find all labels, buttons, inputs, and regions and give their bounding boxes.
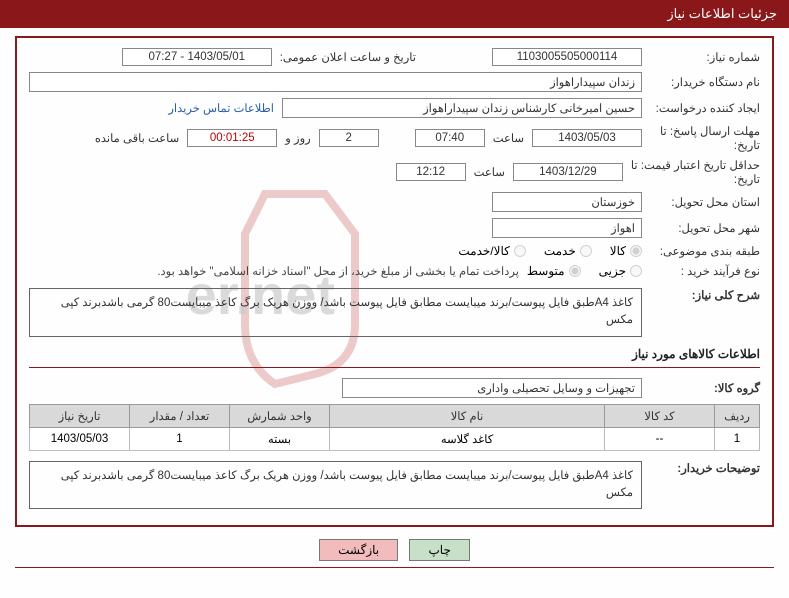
time-label-2: ساعت — [474, 165, 505, 179]
city-value: اهواز — [492, 218, 642, 238]
radio-medium[interactable]: متوسط — [527, 264, 581, 278]
cell-row: 1 — [715, 427, 760, 450]
deadline-date: 1403/05/03 — [532, 129, 642, 147]
cell-unit: بسته — [230, 427, 330, 450]
radio-goods[interactable]: کالا — [610, 244, 642, 258]
payment-note: پرداخت تمام یا بخشی از مبلغ خرید، از محل… — [157, 264, 519, 278]
section-divider — [29, 367, 760, 368]
radio-minor[interactable]: جزیی — [599, 264, 642, 278]
panel-header: جزئیات اطلاعات نیاز — [0, 0, 789, 28]
deadline-time: 07:40 — [415, 129, 485, 147]
button-row: چاپ بازگشت — [0, 539, 789, 561]
validity-date: 1403/12/29 — [513, 163, 623, 181]
cell-code: -- — [605, 427, 715, 450]
need-number-label: شماره نیاز: — [650, 50, 760, 64]
radio-goods-service[interactable]: کالا/خدمت — [458, 244, 525, 258]
need-number-value: 1103005505000114 — [492, 48, 642, 66]
process-type-label: نوع فرآیند خرید : — [650, 264, 760, 278]
summary-label: شرح کلی نیاز: — [650, 288, 760, 302]
announce-datetime-label: تاریخ و ساعت اعلان عمومی: — [280, 50, 416, 64]
buyer-desc-label: توضیحات خریدار: — [650, 461, 760, 475]
footer-divider — [15, 567, 774, 568]
items-section-title: اطلاعات کالاهای مورد نیاز — [29, 347, 760, 361]
buyer-org-label: نام دستگاه خریدار: — [650, 75, 760, 89]
remaining-label: ساعت باقی مانده — [95, 131, 179, 145]
requester-label: ایجاد کننده درخواست: — [650, 101, 760, 115]
time-label-1: ساعت — [493, 131, 524, 145]
requester-value: حسین امیرخانی کارشناس زندان سپیداراهواز — [282, 98, 642, 118]
city-label: شهر محل تحویل: — [650, 221, 760, 235]
goods-group-value: تجهیزات و وسایل تحصیلی واداری — [342, 378, 642, 398]
validity-time: 12:12 — [396, 163, 466, 181]
cell-date: 1403/05/03 — [30, 427, 130, 450]
days-and-label: روز و — [285, 131, 310, 145]
deadline-label: مهلت ارسال پاسخ: تا تاریخ: — [650, 124, 760, 152]
panel-title: جزئیات اطلاعات نیاز — [667, 6, 777, 21]
province-label: استان محل تحویل: — [650, 195, 760, 209]
validity-label: حداقل تاریخ اعتبار قیمت: تا تاریخ: — [631, 158, 760, 186]
cell-name: کاغد گلاسه — [330, 427, 605, 450]
print-button[interactable]: چاپ — [409, 539, 469, 561]
goods-group-label: گروه کالا: — [650, 381, 760, 395]
radio-service[interactable]: خدمت — [544, 244, 592, 258]
countdown-timer: 00:01:25 — [187, 129, 277, 147]
cell-qty: 1 — [130, 427, 230, 450]
buyer-org-value: زندان سپیداراهواز — [29, 72, 642, 92]
summary-box: کاغذ A4طبق فایل پیوست/برند میبایست مطابق… — [29, 288, 642, 337]
main-panel: شماره نیاز: 1103005505000114 تاریخ و ساع… — [15, 36, 774, 527]
province-value: خوزستان — [492, 192, 642, 212]
category-radio-group: کالا خدمت کالا/خدمت — [458, 244, 642, 258]
col-qty: تعداد / مقدار — [130, 404, 230, 427]
items-table: ردیف کد کالا نام کالا واحد شمارش تعداد /… — [29, 404, 760, 451]
table-row: 1--کاغد گلاسهبسته11403/05/03 — [30, 427, 760, 450]
announce-datetime-value: 1403/05/01 - 07:27 — [122, 48, 272, 66]
col-date: تاریخ نیاز — [30, 404, 130, 427]
col-unit: واحد شمارش — [230, 404, 330, 427]
process-radio-group: جزیی متوسط — [527, 264, 642, 278]
table-header-row: ردیف کد کالا نام کالا واحد شمارش تعداد /… — [30, 404, 760, 427]
category-label: طبقه بندی موضوعی: — [650, 244, 760, 258]
col-name: نام کالا — [330, 404, 605, 427]
buyer-contact-link[interactable]: اطلاعات تماس خریدار — [168, 101, 274, 115]
col-row: ردیف — [715, 404, 760, 427]
days-remaining: 2 — [319, 129, 379, 147]
col-code: کد کالا — [605, 404, 715, 427]
back-button[interactable]: بازگشت — [319, 539, 398, 561]
buyer-desc-box: کاغذ A4طبق فایل پیوست/برند میبایست مطابق… — [29, 461, 642, 510]
